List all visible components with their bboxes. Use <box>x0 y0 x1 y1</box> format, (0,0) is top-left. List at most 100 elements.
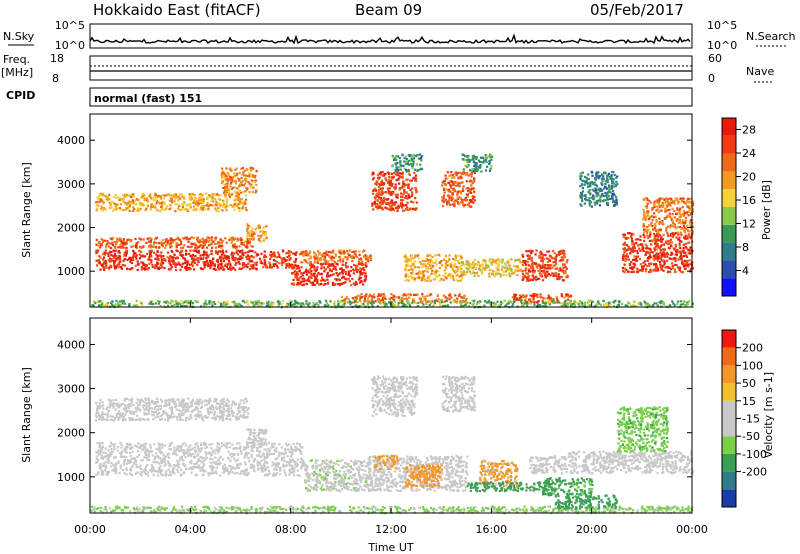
range-cell <box>561 279 565 282</box>
range-cell <box>230 178 234 181</box>
range-cell <box>394 193 397 196</box>
range-cell <box>397 301 400 305</box>
range-cell <box>191 264 194 267</box>
range-cell <box>230 267 233 271</box>
range-cell <box>636 249 639 252</box>
range-cell <box>434 271 437 274</box>
range-cell <box>197 257 200 260</box>
range-cell <box>224 303 227 306</box>
range-cell <box>133 251 136 254</box>
range-cell <box>220 250 223 253</box>
range-cell <box>218 268 221 271</box>
range-cell <box>666 225 669 228</box>
range-cell <box>367 303 370 306</box>
range-cell <box>654 253 657 257</box>
range-cell <box>241 249 244 252</box>
range-cell <box>679 220 682 223</box>
range-cell <box>460 272 463 275</box>
range-cell <box>613 173 616 177</box>
range-cell <box>663 253 666 256</box>
range-cell <box>682 251 685 254</box>
range-cell <box>691 305 694 308</box>
range-cell <box>156 262 159 265</box>
range-cell <box>553 252 556 255</box>
range-cell <box>682 209 686 213</box>
range-cell <box>106 242 109 245</box>
range-cell <box>236 205 239 208</box>
range-cell <box>383 182 386 185</box>
range-cell <box>244 245 247 248</box>
range-cell <box>265 225 268 228</box>
range-cell <box>339 300 342 304</box>
range-cell <box>109 206 112 209</box>
freq-left-tick-bottom: 8 <box>52 72 59 85</box>
range-cell <box>615 201 618 204</box>
range-cell <box>372 192 375 195</box>
range-cell <box>244 177 247 180</box>
range-cell <box>657 239 661 242</box>
range-cell <box>336 274 339 277</box>
range-cell <box>648 199 651 203</box>
range-cell <box>277 305 280 308</box>
range-cell <box>263 254 266 257</box>
range-cell <box>470 200 473 204</box>
range-cell <box>223 264 226 267</box>
range-cell <box>636 255 639 258</box>
range-cell <box>660 301 663 304</box>
range-cell <box>645 244 648 248</box>
range-cell <box>557 300 560 303</box>
range-cell <box>312 265 315 268</box>
range-cell <box>390 293 393 296</box>
range-cell <box>427 267 430 270</box>
range-cell <box>235 203 238 206</box>
range-cell <box>165 207 168 210</box>
range-cell <box>235 261 238 265</box>
range-cell <box>422 303 425 306</box>
range-cell <box>126 201 129 204</box>
range-cell <box>192 209 195 212</box>
range-cell <box>102 262 105 265</box>
range-cell <box>483 266 486 269</box>
range-cell <box>355 282 358 286</box>
range-cell <box>509 300 512 303</box>
range-cell <box>507 269 511 272</box>
range-cell <box>560 302 563 305</box>
range-cell <box>651 219 654 222</box>
range-cell <box>664 266 667 269</box>
range-cell <box>182 237 185 240</box>
range-cell <box>220 246 223 249</box>
range-cell <box>546 274 549 277</box>
range-cell <box>234 194 237 198</box>
range-cell <box>231 180 234 183</box>
range-cell <box>655 205 659 208</box>
range-cell <box>383 172 386 176</box>
range-cell <box>602 299 605 303</box>
range-cell <box>406 264 409 267</box>
range-cell <box>362 272 366 275</box>
range-cell <box>459 265 462 268</box>
range-cell <box>594 178 597 181</box>
range-cell <box>440 299 443 302</box>
range-cell <box>642 228 645 231</box>
range-cell <box>441 278 444 281</box>
range-cell <box>514 265 517 268</box>
range-cell <box>613 204 616 207</box>
range-cell <box>180 240 183 243</box>
range-cell <box>216 252 219 255</box>
range-cell <box>581 187 584 190</box>
range-cell <box>331 255 334 258</box>
range-cell <box>470 184 473 187</box>
range-cell <box>348 280 351 283</box>
range-cell <box>551 256 554 259</box>
range-cell <box>678 256 682 259</box>
range-cell <box>165 205 168 208</box>
range-cell <box>377 196 381 199</box>
range-cell <box>149 193 152 196</box>
range-cell <box>595 195 598 198</box>
range-cell <box>414 174 418 177</box>
range-cell <box>264 260 267 263</box>
range-cell <box>659 265 662 268</box>
range-cell <box>329 256 332 259</box>
range-cell <box>653 249 656 252</box>
range-cell <box>503 266 506 270</box>
